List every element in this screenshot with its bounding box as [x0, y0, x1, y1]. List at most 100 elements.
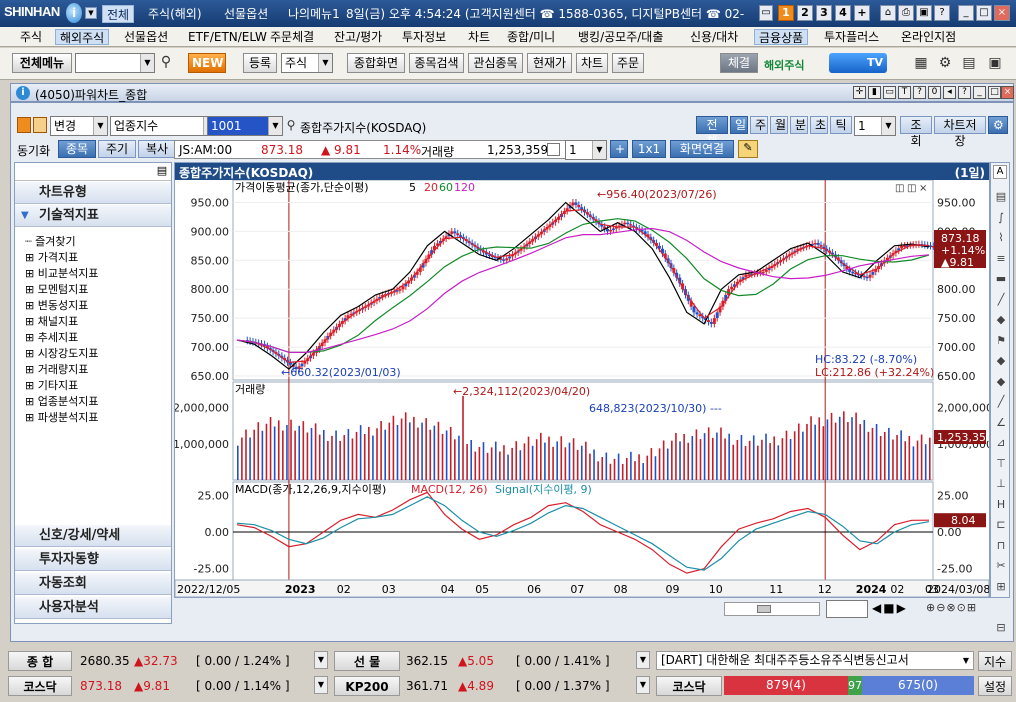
minimize-icon[interactable]: _	[973, 86, 986, 99]
chevron-down-icon[interactable]: ▼	[93, 117, 107, 135]
settings-gear-icon[interactable]: ⚙	[988, 116, 1008, 134]
menu-order[interactable]: 주문체결	[270, 30, 315, 44]
restore-icon[interactable]: □	[988, 86, 1001, 99]
monitor-icon[interactable]: ▭	[759, 5, 773, 21]
menu-invest-plus[interactable]: 투자플러스	[824, 30, 880, 44]
tv-button[interactable]: TV	[829, 53, 887, 73]
chevron-down-icon[interactable]: ▼	[140, 54, 154, 72]
close-icon[interactable]: ×	[1001, 86, 1014, 99]
news-ticker[interactable]: [DART] 대한해운 최대주주등소유주식변동신고서	[656, 651, 974, 670]
move-icon[interactable]: ✛	[853, 86, 866, 99]
menu-overseas-stock[interactable]: 해외주식	[55, 29, 110, 45]
home-icon[interactable]: ⌂	[880, 5, 896, 21]
screen-search-input[interactable]: ▼	[75, 53, 155, 73]
period-week-button[interactable]: 주	[750, 116, 768, 134]
all-menu-button[interactable]: 전체메뉴	[12, 53, 72, 73]
expand-icon[interactable]: ⊞	[25, 395, 38, 408]
menu-balance[interactable]: 잔고/평가	[334, 30, 383, 44]
change-select[interactable]: 변경 ▼	[50, 116, 108, 136]
screen-add-button[interactable]: +	[854, 5, 870, 21]
kospi-label[interactable]: 종 합	[8, 651, 72, 671]
screen-number-4[interactable]: 4	[835, 5, 851, 21]
chevron-down-icon[interactable]: ▼	[636, 676, 650, 694]
auto-query-header[interactable]: 자동조회	[15, 573, 171, 595]
help-icon[interactable]: ?	[958, 86, 971, 99]
close-icon[interactable]: ×	[994, 5, 1010, 21]
chevron-down-icon[interactable]: ▼	[881, 117, 895, 135]
gear-icon[interactable]: ⚙	[938, 55, 952, 71]
top-tab-all[interactable]: 전체	[102, 5, 135, 23]
menu-chart[interactable]: 차트	[468, 30, 491, 44]
chart-window-titlebar[interactable]: i (4050)파워차트_종합 ✛ ▮ ▭ T ? 0 ◂ ? _ □ ×	[10, 83, 1014, 102]
chevron-icon[interactable]: ?	[913, 86, 926, 99]
window-icon[interactable]: ▣	[988, 55, 1002, 71]
calculator-icon[interactable]: ▦	[914, 55, 928, 71]
tree-item-sector[interactable]: ⊞ 업종분석지표	[25, 395, 99, 408]
pin-icon[interactable]: ▮	[868, 86, 881, 99]
expand-icon[interactable]: ⊞	[25, 331, 38, 344]
sync-stock-button[interactable]: 종목	[58, 140, 96, 158]
expand-icon[interactable]: ⊞	[25, 299, 38, 312]
pencil-icon[interactable]: ✎	[738, 140, 758, 158]
minimize-icon[interactable]: _	[958, 5, 974, 21]
chart-scrollbar[interactable]: ◀■▶ ⊕⊖⊗⊙⊞	[174, 599, 1010, 621]
expand-icon[interactable]: ⊞	[25, 315, 38, 328]
expand-icon[interactable]: ⊞	[25, 379, 38, 392]
search-icon[interactable]: ⚲	[286, 118, 296, 132]
maximize-icon[interactable]: □	[976, 5, 992, 21]
period-month-button[interactable]: 월	[770, 116, 788, 134]
chevron-down-icon[interactable]: ▼	[592, 141, 606, 159]
investor-trend-header[interactable]: 투자자동향	[15, 549, 171, 571]
scroll-thumb[interactable]	[757, 605, 771, 613]
lock-icon[interactable]: ▣	[916, 5, 932, 21]
signal-header[interactable]: 신호/강세/약세	[15, 525, 171, 547]
category-select[interactable]: 업종지수▼	[110, 116, 218, 136]
chevron-down-icon[interactable]: ▼	[268, 117, 282, 135]
scroll-count-input[interactable]	[826, 600, 868, 618]
tree-item-derivative[interactable]: ⊞ 파생분석지표	[25, 411, 99, 424]
chart-type-header[interactable]: 차트유형	[15, 182, 171, 204]
ratio-button[interactable]: 1x1	[632, 140, 666, 158]
chevron-down-icon[interactable]: ▼	[318, 54, 332, 72]
tree-item-favorites[interactable]: ┈ 즐겨찾기	[25, 235, 76, 248]
kp200-label[interactable]: KP200	[334, 676, 400, 696]
list-icon[interactable]: ▤	[156, 164, 168, 177]
futures-label[interactable]: 선 물	[334, 651, 400, 671]
logo-dropdown-icon[interactable]: ▼	[85, 7, 97, 19]
add-chart-button[interactable]: +	[610, 140, 628, 158]
chevron-down-icon[interactable]: ▼	[314, 651, 328, 669]
menu-invest-info[interactable]: 투자정보	[402, 30, 447, 44]
menu-etf[interactable]: ETF/ETN/ELW	[188, 30, 267, 44]
screen-number-3[interactable]: 3	[816, 5, 832, 21]
expand-icon[interactable]: ⊞	[25, 267, 38, 280]
layout-icon[interactable]: ▤	[962, 55, 976, 71]
tree-item-market-strength[interactable]: ⊞ 시장강도지표	[25, 347, 99, 360]
tree-item-volatility[interactable]: ⊞ 변동성지표	[25, 299, 89, 312]
query-button[interactable]: 조회	[900, 116, 932, 148]
chart-save-button[interactable]: 차트저장	[934, 116, 986, 148]
sync-copy-button[interactable]: 복사	[138, 140, 176, 158]
exec-button[interactable]: 체결	[720, 53, 758, 73]
technical-indicator-header[interactable]: ▼ 기술적지표	[15, 205, 171, 227]
indicator-search-input[interactable]: ▤	[15, 163, 171, 181]
screen-link-button[interactable]: 화면연결	[670, 140, 734, 158]
index-code-input[interactable]: 1001 ▼	[207, 116, 283, 136]
tree-item-other[interactable]: ⊞ 기타지표	[25, 379, 79, 392]
menu-stock[interactable]: 주식	[20, 30, 43, 44]
print-icon[interactable]: ⎙	[898, 5, 914, 21]
tree-item-channel[interactable]: ⊞ 채널지표	[25, 315, 79, 328]
settings-button[interactable]: 설정	[978, 676, 1012, 696]
top-tab-futures[interactable]: 선물옵션	[224, 7, 269, 21]
expand-icon[interactable]: ⊞	[25, 283, 38, 296]
menu-banking[interactable]: 뱅킹/공모주/대출	[578, 30, 664, 44]
tree-item-price[interactable]: ⊞ 가격지표	[25, 251, 79, 264]
topmost-icon[interactable]: T	[898, 86, 911, 99]
total-screen-button[interactable]: 종합화면	[347, 53, 405, 73]
help-icon[interactable]: ?	[934, 5, 950, 21]
user-analysis-header[interactable]: 사용자분석	[15, 597, 171, 619]
overseas-stock-link[interactable]: 해외주식	[764, 59, 805, 72]
link-icon[interactable]: ◂	[943, 86, 956, 99]
current-price-button[interactable]: 현재가	[527, 53, 572, 73]
chevron-down-icon[interactable]: ▼	[314, 676, 328, 694]
tool-icon-list[interactable]: ▤∫⌇≡▬╱◆⚑◆◆╱∠⊿⊤⊥H⊏⊓✂⊞⊞⊟	[995, 190, 1007, 634]
